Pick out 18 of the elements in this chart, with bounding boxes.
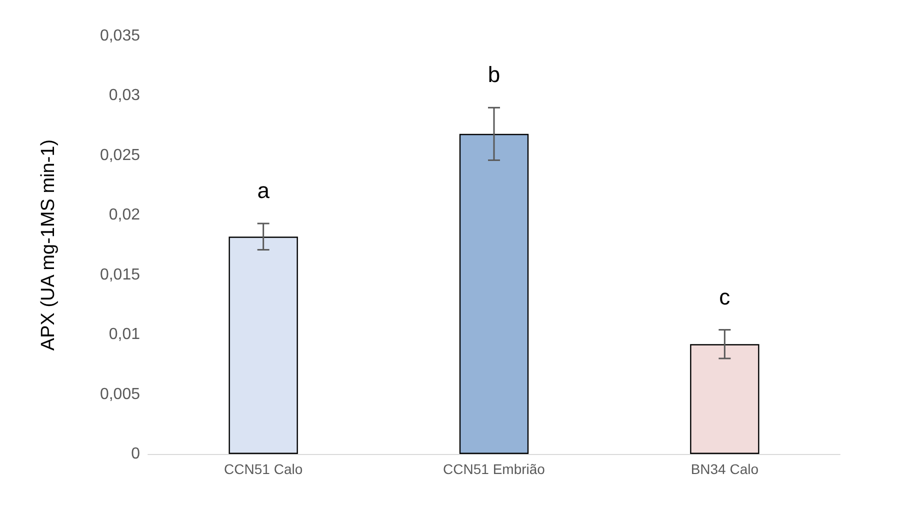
bar [228, 236, 298, 454]
y-tick-label: 0,035 [100, 28, 140, 44]
bar [459, 134, 529, 454]
x-tick-label: CCN51 Embrião [443, 461, 546, 477]
data-label: b [488, 62, 500, 88]
bar [690, 344, 760, 454]
y-tick-label: 0,005 [100, 386, 140, 403]
data-label: a [257, 178, 270, 204]
y-tick-label: 0,01 [108, 326, 140, 344]
x-tick-label: BN34 Calo [690, 461, 759, 477]
y-tick-label: 0,02 [108, 206, 140, 224]
y-axis-title: APX (UA mg-1MS min-1) [38, 139, 59, 351]
y-tick-label: 0,03 [108, 87, 140, 104]
y-tick-label: 0,025 [100, 146, 140, 164]
data-label: c [719, 284, 730, 310]
y-tick-label: 0,015 [100, 266, 140, 284]
x-tick-label: CCN51 Calo [224, 461, 303, 477]
y-tick-label: 0 [131, 446, 140, 462]
